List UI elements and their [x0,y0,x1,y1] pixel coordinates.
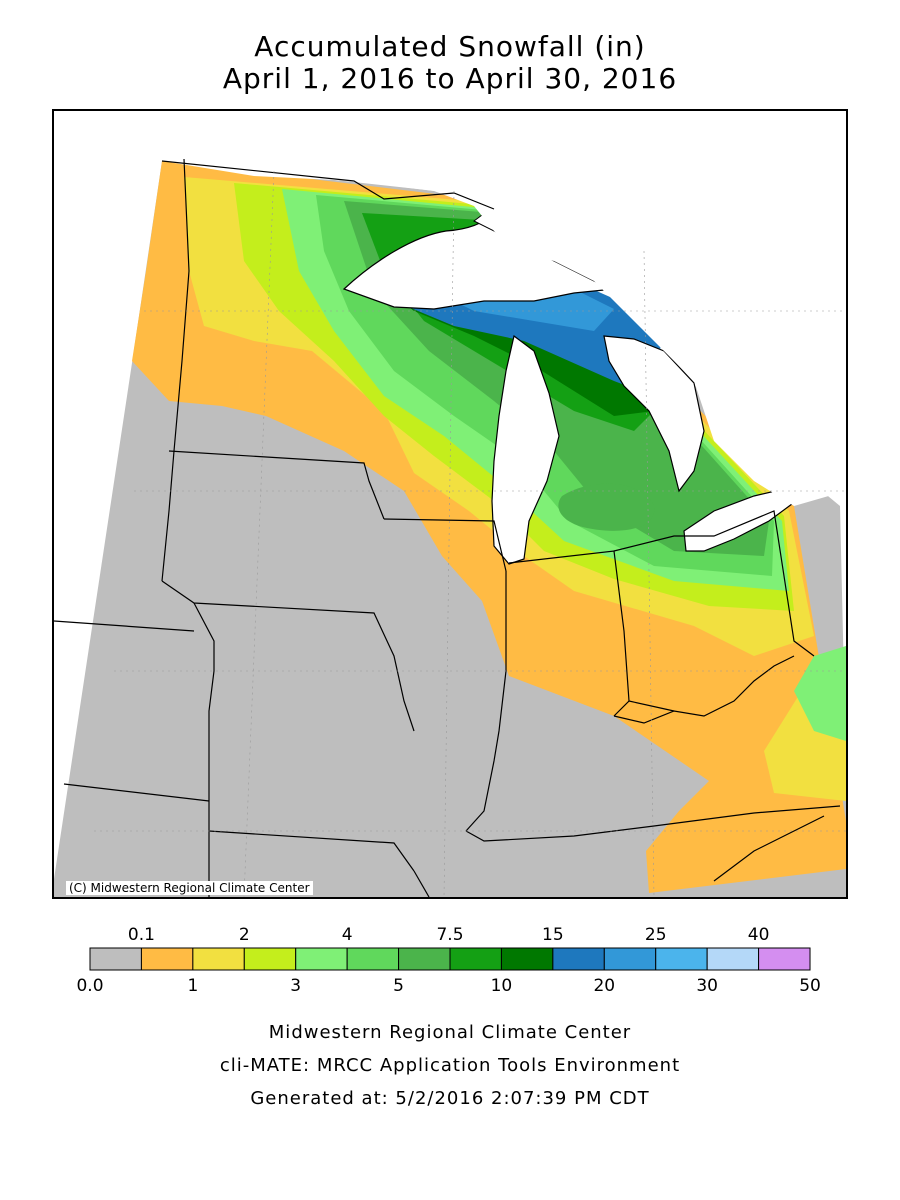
footer-application: cli-MATE: MRCC Application Tools Environ… [219,1055,681,1076]
legend-upper-label: 0.1 [128,925,155,945]
legend-upper-label: 2 [239,925,250,945]
snowfall-region-5-to-7-5-lower-mi [558,483,655,531]
legend-swatch [140,947,194,971]
legend-lower-label: 1 [187,976,198,996]
legend-swatch [500,947,554,971]
map-date-range: April 1, 2016 to April 30, 2016 [222,62,678,95]
footer-generated-time: Generated at: 5/2/2016 2:07:39 PM CDT [250,1088,650,1109]
snowfall-map: (C) Midwestern Regional Climate Center [52,109,848,899]
legend-swatch [449,947,502,971]
legend-swatch [295,947,348,971]
footer-organization: Midwestern Regional Climate Center [268,1022,632,1043]
legend-upper-label: 4 [342,925,353,945]
legend-lower-label: 5 [393,976,404,996]
snowfall-region-3-to-4-east [794,646,846,741]
canada-land-north [162,111,846,506]
graticule [94,170,846,897]
lake-michigan [491,334,560,565]
state-boundaries [54,158,841,897]
legend-lower-label: 20 [593,976,615,996]
legend-lower-label: 30 [696,976,718,996]
legend-upper-labels: 0.1 2 4 7.5 15 25 40 [128,925,770,945]
legend-upper-label: 40 [748,925,770,945]
legend-lower-labels: 0.0 1 3 5 10 20 30 50 [76,976,820,996]
legend-swatch [758,947,811,971]
legend-lower-label: 50 [799,976,821,996]
legend-upper-label: 7.5 [436,925,463,945]
legend-lower-label: 3 [290,976,301,996]
legend-upper-label: 15 [542,925,564,945]
legend-lower-label: 10 [491,976,513,996]
legend-swatch [655,947,708,971]
copyright-notice: (C) Midwestern Regional Climate Center [66,881,313,895]
legend-swatch [243,947,297,971]
color-legend: 0.1 2 4 7.5 15 25 40 0.0 1 3 5 10 20 30 50 [76,925,820,996]
lake-huron [603,335,705,493]
map-canvas [54,111,846,897]
legend-swatch [706,947,760,971]
legend-swatch [346,947,400,971]
legend-swatch [192,947,245,971]
legend-swatch [552,947,605,971]
legend-swatch [603,947,657,971]
legend-lower-label: 0.0 [76,976,103,996]
legend-boxes [89,947,811,971]
legend-swatch [89,947,142,971]
legend-swatch [398,947,451,971]
legend-upper-label: 25 [645,925,667,945]
map-title: Accumulated Snowfall (in) [254,30,646,63]
